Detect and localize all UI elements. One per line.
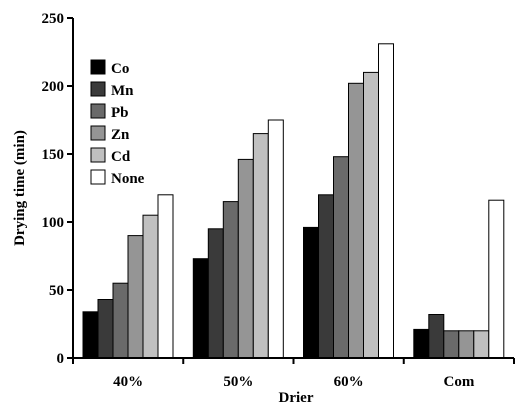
bar-40pct-cd [142,214,159,359]
bar-50pct-cd [252,133,269,359]
bar-50pct-none [267,119,284,359]
y-tick-label-0: 0 [57,351,65,367]
y-axis-title: Drying time (min) [12,130,28,246]
bar-60pct-mn [318,194,334,359]
legend-swatch-pb [90,103,106,119]
bar-60pct-cd [363,71,379,359]
y-tick-label-100: 100 [42,215,65,231]
legend: Co Mn Pb Zn Cd None [90,59,145,187]
legend-swatch-zn [90,125,106,141]
bar-50pct-pb [222,201,239,359]
bar-60pct-none [378,43,394,359]
bar-60pct-pb [333,156,349,359]
legend-label-zn: Zn [111,127,130,143]
legend-label-pb: Pb [111,105,129,121]
legend-label-none: None [111,171,145,187]
x-tick-label-40pct: 40% [113,374,143,390]
bar-40pct-none [157,194,174,359]
y-tick-label-200: 200 [42,79,65,95]
legend-swatch-cd [90,147,106,163]
x-tick-label-50pct: 50% [223,374,253,390]
bar-com-co [413,328,430,359]
bar-60pct-co [303,226,319,359]
bar-com-mn [428,314,445,359]
legend-swatch-co [90,59,106,75]
bar-com-pb [443,330,460,359]
legend-label-cd: Cd [111,149,131,165]
legend-label-mn: Mn [111,83,134,99]
y-tick-label-150: 150 [42,147,65,163]
x-tick-label-com: Com [443,374,474,390]
y-tick-label-250: 250 [42,11,65,27]
bars-layer [82,43,505,359]
y-tick-label-50: 50 [49,283,64,299]
bar-40pct-mn [97,299,114,359]
bar-com-zn [458,330,475,359]
bar-50pct-zn [237,158,254,359]
bar-com-none [488,199,505,359]
bar-com-cd [473,330,490,359]
x-tick-label-60pct: 60% [334,374,364,390]
bar-40pct-pb [112,282,129,359]
bar-60pct-zn [348,82,364,359]
legend-swatch-none [90,169,106,185]
bar-40pct-co [82,311,99,359]
bar-50pct-co [192,258,209,359]
x-axis-title: Drier [279,390,314,406]
bar-40pct-zn [127,235,144,359]
legend-label-co: Co [111,61,129,77]
legend-swatch-mn [90,81,106,97]
axes-layer: 0 50 100 150 200 250 40% 50% 60% Com [42,11,515,390]
bar-50pct-mn [207,228,224,359]
